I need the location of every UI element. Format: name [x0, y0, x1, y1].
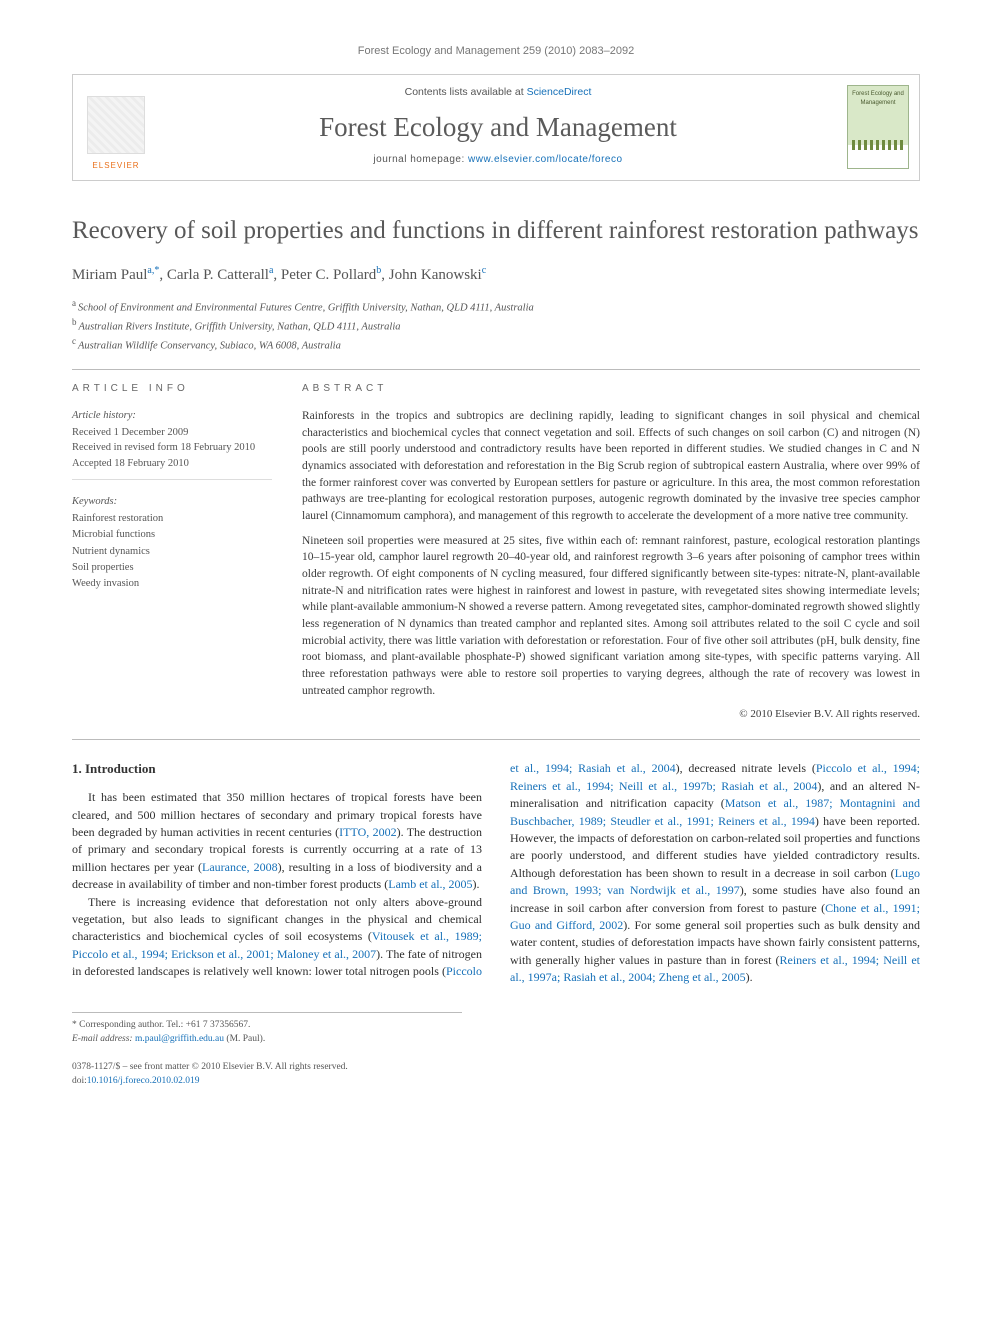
keyword: Microbial functions	[72, 527, 272, 543]
email-who: (M. Paul).	[226, 1034, 265, 1044]
contents-available-line: Contents lists available at ScienceDirec…	[169, 85, 827, 100]
author-affil-sup: c	[482, 265, 486, 276]
history-received: Received 1 December 2009	[72, 425, 272, 440]
citation-link[interactable]: Laurance, 2008	[202, 860, 278, 874]
corresponding-author-footnote: * Corresponding author. Tel.: +61 7 3735…	[72, 1012, 462, 1047]
sciencedirect-link[interactable]: ScienceDirect	[527, 86, 592, 98]
keywords-block: Keywords: Rainforest restoration Microbi…	[72, 494, 272, 593]
journal-homepage-line: journal homepage: www.elsevier.com/locat…	[169, 153, 827, 168]
affiliation-text: Australian Wildlife Conservancy, Subiaco…	[78, 341, 341, 352]
abstract-paragraph: Nineteen soil properties were measured a…	[302, 533, 920, 700]
affiliation-line: bAustralian Rivers Institute, Griffith U…	[72, 316, 920, 335]
keywords-list: Rainforest restoration Microbial functio…	[72, 511, 272, 592]
corr-email-link[interactable]: m.paul@griffith.edu.au	[135, 1034, 224, 1044]
section-rule	[72, 739, 920, 740]
article-body-columns: 1. Introduction It has been estimated th…	[72, 760, 920, 986]
abstract-column: abstract Rainforests in the tropics and …	[302, 382, 920, 724]
history-title: Article history:	[72, 408, 272, 423]
homepage-prefix: journal homepage:	[373, 154, 468, 165]
body-text: ), decreased nitrate levels (	[676, 761, 816, 775]
body-text: ).	[746, 970, 753, 984]
keyword: Rainforest restoration	[72, 511, 272, 527]
doi-label: doi:	[72, 1076, 87, 1086]
author-name: Peter C. Pollard	[281, 267, 376, 283]
publisher-logo-block: ELSEVIER	[73, 75, 159, 180]
keywords-title: Keywords:	[72, 494, 272, 509]
keyword: Soil properties	[72, 560, 272, 576]
history-accepted: Accepted 18 February 2010	[72, 456, 272, 471]
author-list: Miriam Paula,*, Carla P. Catteralla, Pet…	[72, 264, 920, 287]
author-name: John Kanowski	[389, 267, 482, 283]
corr-email-line: E-mail address: m.paul@griffith.edu.au (…	[72, 1033, 462, 1047]
author-name: Carla P. Catterall	[167, 267, 269, 283]
abstract-copyright: © 2010 Elsevier B.V. All rights reserved…	[302, 707, 920, 723]
keyword: Nutrient dynamics	[72, 544, 272, 560]
elsevier-tree-icon	[87, 96, 145, 154]
journal-cover-block: Forest Ecology and Management	[837, 75, 919, 180]
info-abstract-row: article info Article history: Received 1…	[72, 370, 920, 740]
keyword: Weedy invasion	[72, 576, 272, 592]
article-info-heading: article info	[72, 382, 272, 397]
cover-thumb-title: Forest Ecology and Management	[852, 90, 904, 107]
citation-link[interactable]: Lamb et al., 2005	[388, 877, 472, 891]
abstract-heading: abstract	[302, 382, 920, 397]
article-info-column: article info Article history: Received 1…	[72, 382, 272, 724]
body-text: ).	[473, 877, 480, 891]
affiliation-line: cAustralian Wildlife Conservancy, Subiac…	[72, 335, 920, 354]
author-affil-sup: b	[376, 265, 381, 276]
journal-name: Forest Ecology and Management	[169, 108, 827, 147]
affiliations: aSchool of Environment and Environmental…	[72, 297, 920, 355]
journal-header-box: ELSEVIER Contents lists available at Sci…	[72, 74, 920, 181]
author-name: Miriam Paul	[72, 267, 147, 283]
issn-doi-block: 0378-1127/$ – see front matter © 2010 El…	[72, 1061, 920, 1089]
body-paragraph: It has been estimated that 350 million h…	[72, 789, 482, 893]
email-label: E-mail address:	[72, 1034, 133, 1044]
article-title: Recovery of soil properties and function…	[72, 215, 920, 246]
history-revised: Received in revised form 18 February 201…	[72, 440, 272, 455]
section-heading-introduction: 1. Introduction	[72, 760, 482, 779]
contents-prefix: Contents lists available at	[405, 86, 527, 98]
journal-homepage-link[interactable]: www.elsevier.com/locate/foreco	[468, 154, 623, 165]
elsevier-wordmark: ELSEVIER	[92, 160, 139, 172]
doi-link[interactable]: 10.1016/j.foreco.2010.02.019	[87, 1076, 200, 1086]
journal-header-center: Contents lists available at ScienceDirec…	[159, 75, 837, 180]
running-head: Forest Ecology and Management 259 (2010)…	[72, 44, 920, 60]
author-affil-sup: a,*	[147, 265, 159, 276]
author-affil-sup: a	[269, 265, 273, 276]
affiliation-text: Australian Rivers Institute, Griffith Un…	[79, 322, 401, 333]
affiliation-text: School of Environment and Environmental …	[78, 302, 534, 313]
article-history-block: Article history: Received 1 December 200…	[72, 408, 272, 480]
abstract-paragraph: Rainforests in the tropics and subtropic…	[302, 408, 920, 525]
issn-copyright-line: 0378-1127/$ – see front matter © 2010 El…	[72, 1061, 920, 1075]
citation-link[interactable]: et al., 2001; Maloney et al., 2007	[217, 947, 376, 961]
affiliation-line: aSchool of Environment and Environmental…	[72, 297, 920, 316]
citation-link[interactable]: ITTO, 2002	[339, 825, 396, 839]
corr-author-line: * Corresponding author. Tel.: +61 7 3735…	[72, 1019, 462, 1033]
journal-cover-thumb: Forest Ecology and Management	[847, 85, 909, 169]
doi-line: doi:10.1016/j.foreco.2010.02.019	[72, 1075, 920, 1089]
